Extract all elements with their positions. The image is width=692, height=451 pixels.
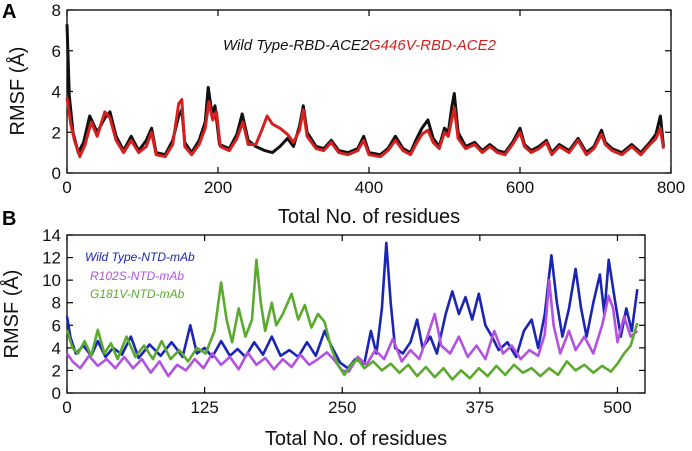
y-tick-label-b: 10	[42, 271, 61, 290]
x-tick-label-b: 125	[190, 398, 218, 417]
y-tick-label-b: 8	[52, 294, 61, 313]
panel-label-b: B	[2, 208, 16, 230]
y-tick-label-b: 14	[42, 226, 61, 245]
y-tick-label-b: 4	[52, 339, 61, 358]
y-tick-label-a: 2	[52, 123, 61, 142]
series-line-b-1	[65, 278, 639, 378]
legend-g446v-rbd-ace2: G446V-RBD-ACE2	[369, 37, 497, 54]
x-tick-label-b: 0	[62, 398, 71, 417]
y-tick-label-a: 4	[52, 83, 61, 102]
series-line-b-2	[65, 258, 639, 381]
y-tick-label-b: 0	[52, 384, 61, 403]
plot-frame-b	[66, 234, 646, 394]
panel-a-chart: A 0 200 400 600 800 0 2 4 6 8 Total No. of residu…	[2, 1, 685, 228]
series-line-a-1	[65, 97, 665, 159]
x-tick-label-a: 600	[506, 178, 534, 197]
x-tick-label-a: 400	[355, 178, 383, 197]
panel-label-a: A	[2, 1, 16, 23]
y-tick-label-a: 8	[52, 1, 61, 20]
y-tick-label-b: 12	[42, 249, 61, 268]
legend-wild-type-rbd-ace2: Wild Type-RBD-ACE2	[223, 37, 370, 54]
x-tick-label-a: 0	[62, 178, 71, 197]
x-tick-label-b: 250	[328, 398, 356, 417]
x-tick-label-b: 500	[603, 398, 631, 417]
x-tick-label-a: 200	[204, 178, 232, 197]
y-tick-label-b: 2	[52, 361, 61, 380]
x-axis-label-b: Total No. of residues	[265, 428, 447, 450]
series-line-b-0	[65, 241, 639, 370]
y-axis-label-a: RMSF (Å)	[6, 47, 29, 136]
legend-wild-type-ntd-mab: Wild Type-NTD-mAb	[85, 250, 195, 264]
y-tick-label-b: 6	[52, 316, 61, 335]
x-axis-label-a: Total No. of residues	[278, 206, 460, 228]
y-tick-label-a: 6	[52, 42, 61, 61]
axis-ticks-a: 0 200 400 600 800 0 2 4 6 8	[52, 1, 686, 197]
x-tick-label-a: 800	[657, 178, 685, 197]
series-lines-b	[65, 241, 639, 381]
legend-g181v-ntd-mab: G181V-NTD-mAb	[90, 287, 185, 301]
y-tick-label-a: 0	[52, 164, 61, 183]
y-axis-label-b: RMSF (Å)	[0, 270, 23, 359]
legend-r102s-ntd-mab: R102S-NTD-mAb	[90, 269, 184, 283]
series-lines-a	[65, 24, 665, 159]
x-tick-label-b: 375	[466, 398, 494, 417]
